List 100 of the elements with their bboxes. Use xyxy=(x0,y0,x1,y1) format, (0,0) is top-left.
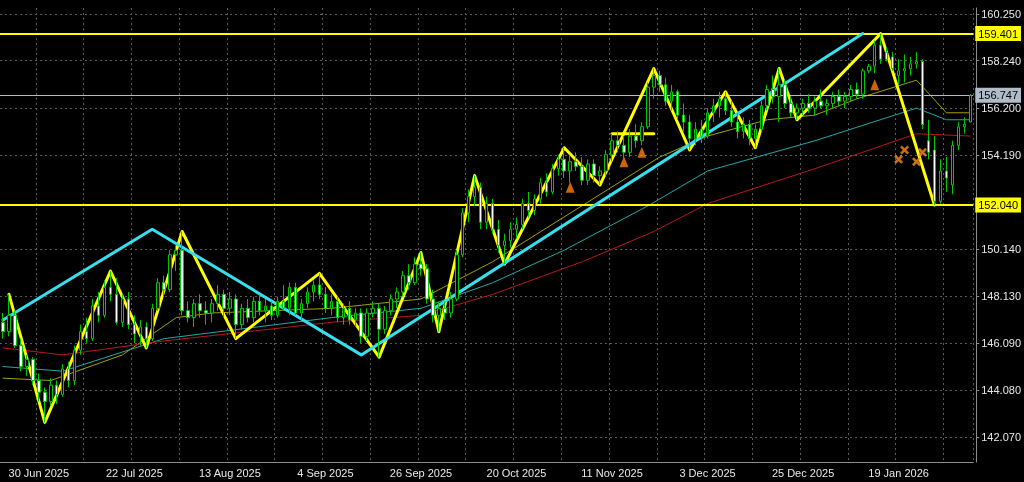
candlestick xyxy=(336,296,339,323)
candlestick xyxy=(771,75,775,104)
candlestick xyxy=(742,116,745,139)
candlestick xyxy=(377,303,381,358)
candlestick xyxy=(7,293,11,337)
candlestick xyxy=(921,58,924,130)
y-tick-label: 156.200 xyxy=(981,102,1021,115)
candlestick xyxy=(951,140,954,195)
candlestick xyxy=(19,338,23,372)
candlestick xyxy=(939,158,942,205)
candlestick xyxy=(539,177,542,205)
y-tick-label: 148.130 xyxy=(981,290,1021,302)
candlestick xyxy=(61,363,64,398)
candlestick xyxy=(1,312,5,340)
x-tick-label: 30 Jun 2025 xyxy=(8,466,70,479)
candlestick xyxy=(897,58,900,86)
point xyxy=(870,79,880,91)
candlestick xyxy=(234,293,238,340)
candlestick xyxy=(240,303,244,330)
candlestick xyxy=(521,198,524,230)
candlestick xyxy=(700,119,703,144)
candlestick xyxy=(103,279,106,319)
candlestick xyxy=(849,84,853,102)
candlestick xyxy=(765,84,769,111)
candlestick xyxy=(634,123,638,149)
candlestick xyxy=(754,123,757,149)
candlestick xyxy=(228,291,232,316)
candlestick xyxy=(969,93,972,123)
candlestick xyxy=(252,296,256,323)
candlestick xyxy=(915,51,918,70)
candlestick xyxy=(509,221,512,249)
candlestick xyxy=(437,300,441,333)
candlestick xyxy=(557,154,560,177)
candlestick xyxy=(192,298,196,328)
y-tick-label: 146.090 xyxy=(981,337,1021,350)
y-tick-label: 158.240 xyxy=(981,54,1021,67)
line-series xyxy=(2,133,971,356)
x-tick-label: 3 Dec 2025 xyxy=(679,466,736,479)
ref-line-label: 156.747 xyxy=(978,89,1018,102)
x-tick-label: 11 Nov 2025 xyxy=(581,466,643,479)
x-tick-label: 19 Jan 2026 xyxy=(868,466,929,479)
candlestick xyxy=(957,121,960,151)
candlestick xyxy=(85,317,88,344)
y-tick-label: 154.190 xyxy=(981,148,1021,161)
candlestick xyxy=(706,107,709,139)
x-tick-label: 13 Aug 2025 xyxy=(198,466,261,479)
candlestick xyxy=(407,263,411,291)
candlestick xyxy=(694,121,697,146)
candlestick xyxy=(580,156,584,186)
candlestick xyxy=(127,291,130,330)
candlestick xyxy=(736,112,739,139)
candlestick xyxy=(246,298,250,323)
candlestick xyxy=(174,244,178,272)
candlestick xyxy=(574,151,578,172)
candlestick xyxy=(730,100,733,128)
candlestick xyxy=(473,175,476,207)
candlestick xyxy=(139,319,142,347)
candlestick xyxy=(365,307,369,342)
candlestick xyxy=(855,82,859,100)
candlestick xyxy=(861,68,865,100)
candlestick xyxy=(31,356,35,386)
candlestick xyxy=(342,303,345,326)
x-tick-label: 20 Oct 2025 xyxy=(486,466,547,479)
y-tick-label: 160.250 xyxy=(981,7,1021,20)
candlestick xyxy=(843,91,847,109)
candlestick xyxy=(461,207,464,258)
candlestick xyxy=(777,68,781,123)
candlestick xyxy=(389,293,393,316)
candlestick xyxy=(276,296,279,319)
candlestick xyxy=(97,291,100,323)
candlestick xyxy=(431,289,435,323)
candlestick xyxy=(115,277,118,326)
candlestick xyxy=(162,275,166,298)
candlestick xyxy=(718,91,721,118)
candlestick xyxy=(658,70,662,93)
candlestick xyxy=(676,88,679,121)
candlestick xyxy=(837,88,841,107)
candlestick xyxy=(91,298,94,342)
ref-line-label: 152.040 xyxy=(978,198,1018,211)
candlestick xyxy=(592,158,596,184)
candlestick xyxy=(395,286,399,309)
candlestick xyxy=(945,156,948,193)
candlestick xyxy=(383,305,387,335)
candlestick xyxy=(807,93,811,114)
candlestick xyxy=(371,300,375,319)
candlestick xyxy=(67,361,70,388)
candlestick xyxy=(324,286,327,314)
candlestick xyxy=(688,114,691,151)
candlestick xyxy=(151,303,154,342)
candlestick xyxy=(37,373,41,402)
y-tick-label: 150.140 xyxy=(981,243,1021,256)
candlestick xyxy=(831,91,835,109)
point xyxy=(565,181,575,193)
candlestick xyxy=(813,95,817,116)
candlestick xyxy=(449,291,453,319)
ref-line-label: 159.401 xyxy=(978,27,1018,40)
candlestick xyxy=(73,345,76,386)
candlestick xyxy=(419,251,423,277)
candlestick xyxy=(348,300,351,326)
candlestick xyxy=(927,119,930,160)
